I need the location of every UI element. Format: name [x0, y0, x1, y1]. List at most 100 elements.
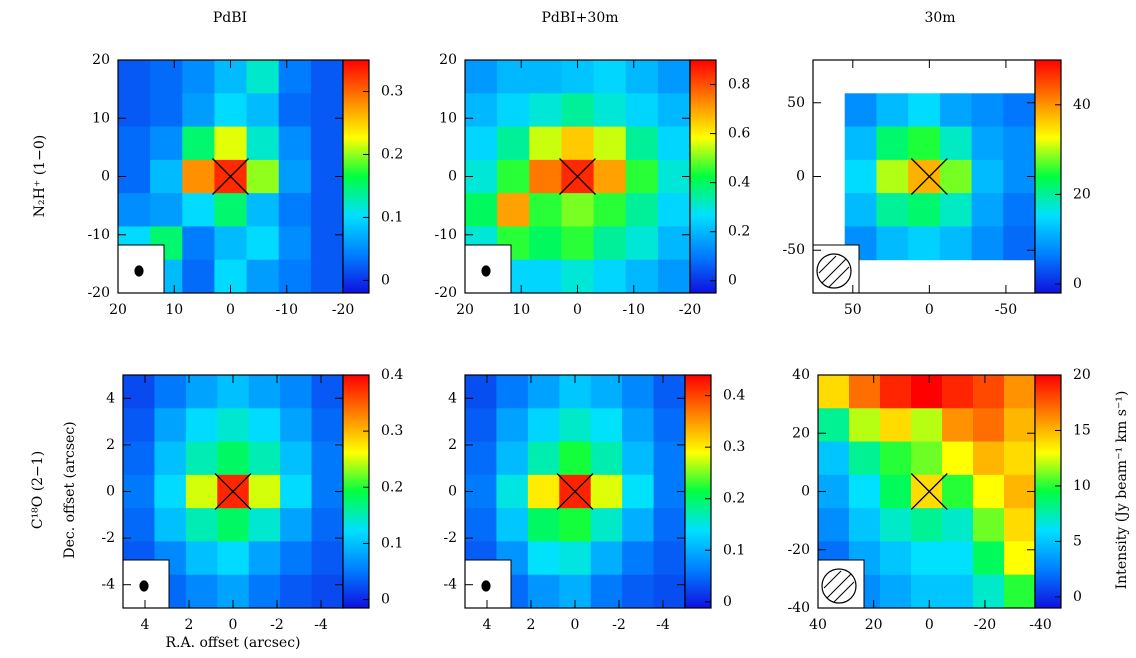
heat-cell	[182, 126, 215, 161]
column-title: PdBI	[213, 10, 247, 26]
heat-cell	[876, 226, 909, 261]
y-tick-label: 0	[801, 484, 810, 500]
heat-cell	[311, 508, 344, 542]
heat-cell	[246, 259, 280, 294]
heat-cell	[880, 474, 912, 509]
heat-cell	[182, 226, 215, 261]
colorbar-tick-label: 0	[723, 594, 732, 610]
y-tick-label: 2	[106, 437, 115, 453]
y-tick-label: 10	[92, 110, 110, 126]
y-tick-label: 0	[101, 169, 110, 185]
heat-cell	[876, 93, 909, 128]
x-tick-label: -4	[656, 617, 670, 633]
heat-cell	[844, 193, 877, 227]
heat-cell	[880, 574, 912, 609]
heat-cell	[593, 259, 627, 294]
heat-cell	[465, 60, 498, 94]
heat-cell	[311, 375, 344, 409]
center-cross	[559, 158, 596, 195]
row-label: C¹⁸O (2−1)	[30, 451, 46, 529]
heat-cell	[590, 574, 623, 609]
heat-cell	[248, 574, 281, 609]
heat-cell	[880, 408, 912, 443]
heat-cell	[246, 126, 280, 161]
heat-cell	[939, 193, 973, 227]
y-tick-label: 0	[448, 169, 457, 185]
heat-cell	[657, 226, 691, 261]
heat-cell	[527, 541, 560, 576]
heat-cell	[311, 441, 344, 476]
beam-hatch	[818, 255, 850, 288]
y-tick-label: -20	[434, 285, 457, 301]
heat-cell	[876, 193, 909, 227]
heat-cell	[278, 193, 312, 227]
heat-cell	[1004, 508, 1036, 542]
heat-cell	[942, 408, 974, 443]
heat-cell	[150, 159, 183, 194]
heat-cell	[622, 474, 655, 509]
heat-cell	[622, 541, 655, 576]
heat-cell	[939, 159, 973, 194]
y-tick-label: -20	[87, 285, 110, 301]
x-tick-label: -20	[974, 617, 997, 633]
center-cross	[910, 473, 948, 510]
heat-cell	[497, 60, 530, 94]
heat-cell	[529, 93, 562, 128]
heat-cell	[465, 408, 497, 443]
x-tick-label: 0	[226, 302, 235, 318]
y-tick-label: -50	[782, 242, 805, 258]
beam	[134, 265, 144, 277]
heat-cell	[1004, 574, 1036, 609]
heat-cell	[529, 226, 562, 261]
heat-cell	[217, 541, 250, 576]
heat-cell	[622, 574, 655, 609]
colorbar-tick-label: 0.2	[723, 491, 745, 507]
heat-cell	[150, 193, 183, 227]
heat-cell	[527, 408, 560, 443]
y-tick-label: -4	[101, 577, 115, 593]
x-tick-label: -20	[332, 302, 355, 318]
colorbar-tick-label: 20	[1073, 186, 1091, 202]
heat-cell	[465, 375, 497, 409]
x-tick-label: -2	[270, 617, 284, 633]
colorbar-tick-label: 0.2	[728, 224, 750, 240]
heat-cell	[973, 408, 1005, 443]
heat-cell	[154, 508, 187, 542]
x-tick-label: -2	[612, 617, 626, 633]
heat-cell	[911, 474, 943, 509]
heat-cell	[561, 93, 595, 128]
center-cross	[910, 158, 948, 195]
colorbar	[342, 59, 370, 294]
y-tick-label: 20	[92, 52, 110, 68]
heat-cell	[154, 474, 187, 509]
heat-cell	[311, 574, 344, 609]
colorbar-tick-label: 0.2	[381, 479, 403, 495]
heat-cell	[849, 408, 881, 443]
heat-cell	[939, 126, 973, 161]
heat-cell	[625, 60, 659, 94]
heat-cell	[217, 408, 250, 443]
heat-cell	[246, 193, 280, 227]
heat-cell	[876, 159, 909, 194]
heat-cell	[876, 126, 909, 161]
heat-cell	[118, 60, 151, 94]
heat-cell	[849, 375, 881, 409]
colorbar-tick-label: 0.2	[381, 146, 403, 162]
x-tick-label: 10	[512, 302, 530, 318]
heat-cell	[657, 193, 691, 227]
heat-cell	[971, 93, 1004, 128]
heat-cell	[1003, 126, 1036, 161]
heat-cell	[908, 126, 941, 161]
heat-cell	[939, 226, 973, 261]
heat-cell	[911, 375, 943, 409]
heat-cell	[123, 375, 155, 409]
heat-cell	[182, 159, 215, 194]
heat-cell	[590, 508, 623, 542]
x-tick-label: 10	[165, 302, 183, 318]
heat-cell	[973, 474, 1005, 509]
y-tick-label: 4	[448, 390, 457, 406]
heat-cell	[280, 574, 313, 609]
heat-cell	[310, 259, 344, 294]
heat-cell	[311, 408, 344, 443]
